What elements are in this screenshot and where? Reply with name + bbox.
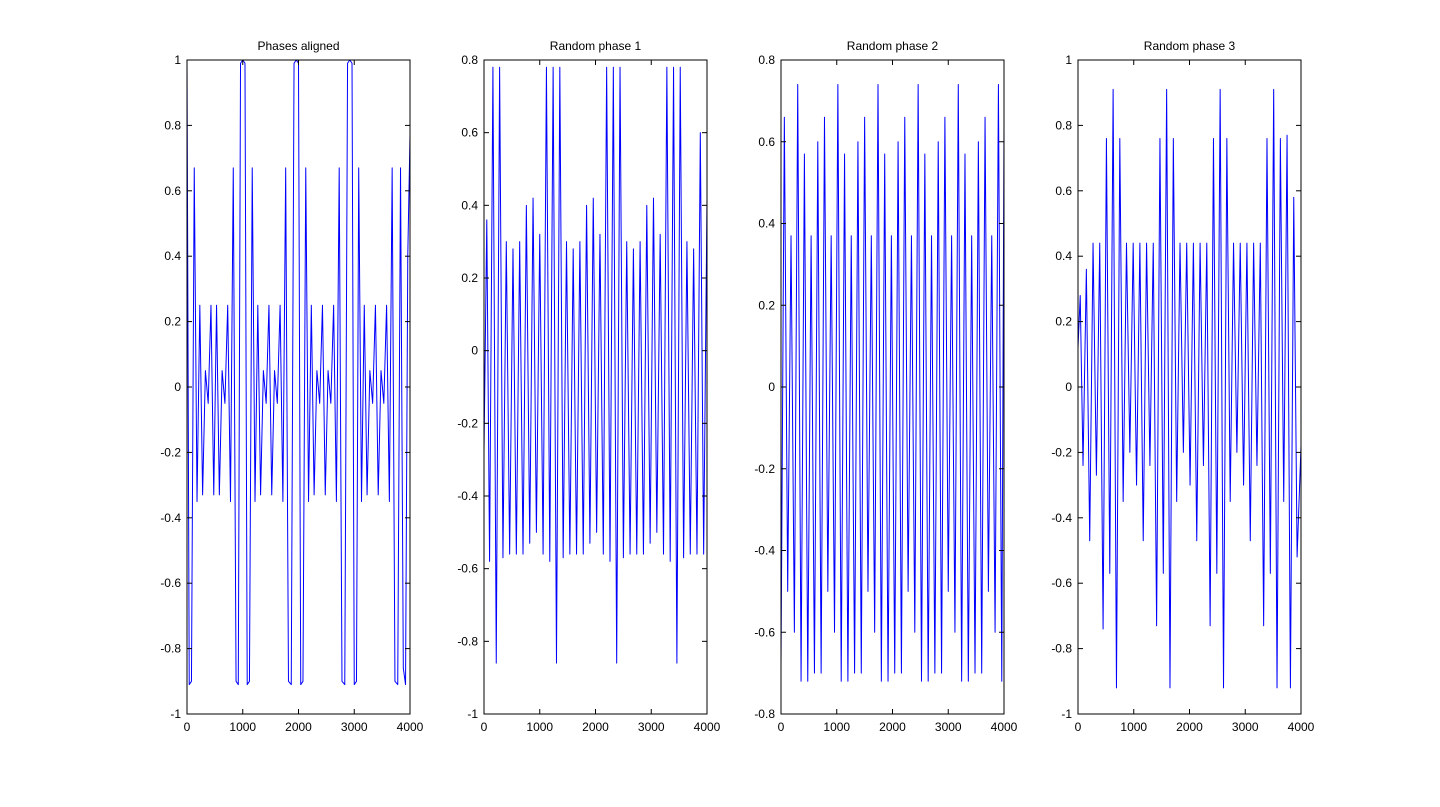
y-tick-label: -0.6: [457, 562, 478, 576]
y-tick-label: 0.6: [758, 135, 775, 149]
x-tick-label: 4000: [991, 720, 1018, 734]
x-tick-label: 2000: [582, 720, 609, 734]
chart-title: Random phase 3: [1144, 39, 1236, 53]
y-tick-label: 0: [174, 380, 181, 394]
x-tick-label: 4000: [397, 720, 424, 734]
x-tick-label: 1000: [1120, 720, 1147, 734]
y-tick-label: 0.4: [758, 217, 775, 231]
y-tick-label: 0.2: [758, 298, 775, 312]
x-tick-label: 1000: [823, 720, 850, 734]
chart-title: Random phase 2: [847, 39, 939, 53]
y-tick-label: 0.2: [461, 271, 478, 285]
y-tick-label: -0.8: [457, 634, 478, 648]
chart-title: Random phase 1: [550, 39, 642, 53]
y-tick-label: 0: [768, 380, 775, 394]
subplot-3: 0 1000 2000 3000 4000 -0.8 -0.6 -0.4 -0.2 0 0.2 0.4…: [754, 39, 1017, 734]
y-tick-label: -0.6: [1051, 576, 1072, 590]
x-tick-label: 3000: [935, 720, 962, 734]
y-tick-label: 0.6: [164, 184, 181, 198]
y-tick-label: -0.8: [1051, 642, 1072, 656]
y-tick-label: -0.4: [1051, 511, 1072, 525]
y-tick-label: -0.6: [754, 625, 775, 639]
y-tick-label: 0.6: [461, 126, 478, 140]
x-tick-label: 3000: [1232, 720, 1259, 734]
y-tick-label: 0.4: [461, 198, 478, 212]
chart-title: Phases aligned: [257, 39, 339, 53]
y-tick-label: 1: [174, 53, 181, 67]
y-tick-label: -0.2: [754, 462, 775, 476]
series-line: [1077, 88, 1302, 689]
series-line: [483, 66, 708, 664]
x-tick-label: 4000: [1288, 720, 1315, 734]
x-tick-label: 2000: [285, 720, 312, 734]
y-tick-label: 0.6: [1055, 184, 1072, 198]
y-tick-label: -0.6: [160, 576, 181, 590]
y-tick-label: -0.4: [160, 511, 181, 525]
x-tick-label: 0: [481, 720, 488, 734]
x-tick-label: 0: [1075, 720, 1082, 734]
x-tick-label: 3000: [341, 720, 368, 734]
subplot-4: 0 1000 2000 3000 4000 -1 -0.8 -0.6 -0.4 -0.2 0 0.2 0…: [1051, 39, 1314, 734]
y-tick-label: 0: [1065, 380, 1072, 394]
y-tick-label: -0.8: [754, 707, 775, 721]
x-tick-label: 0: [778, 720, 785, 734]
y-tick-label: -0.8: [160, 642, 181, 656]
x-tick-label: 2000: [879, 720, 906, 734]
x-tick-label: 4000: [694, 720, 721, 734]
y-tick-label: 0.2: [164, 315, 181, 329]
series-line: [780, 84, 1005, 682]
y-tick-label: 0.8: [164, 118, 181, 132]
subplot-2: 0 1000 2000 3000 4000 -1 -0.8 -0.6 -0.4 -0.2 0 0.2 0…: [457, 39, 720, 734]
y-tick-label: 0.4: [1055, 249, 1072, 263]
y-tick-label: -0.2: [457, 416, 478, 430]
y-tick-label: -0.4: [457, 489, 478, 503]
y-tick-label: 0.8: [758, 53, 775, 67]
y-tick-label: 0.8: [1055, 118, 1072, 132]
x-tick-label: 2000: [1176, 720, 1203, 734]
y-tick-label: -1: [1061, 707, 1072, 721]
y-tick-label: 0.8: [461, 53, 478, 67]
x-tick-label: 1000: [229, 720, 256, 734]
x-tick-label: 3000: [638, 720, 665, 734]
y-tick-label: 0: [471, 344, 478, 358]
y-tick-label: -0.2: [1051, 445, 1072, 459]
y-tick-label: -0.2: [160, 445, 181, 459]
y-tick-label: 0.2: [1055, 315, 1072, 329]
y-tick-label: 0.4: [164, 249, 181, 263]
y-tick-label: -0.4: [754, 544, 775, 558]
series-line: [186, 59, 411, 686]
subplot-1: 0 1000 2000 3000 4000 -1 -0.8 -0.6 -0.4 -0.2 0 0.2 0…: [160, 39, 423, 734]
y-tick-label: 1: [1065, 53, 1072, 67]
y-tick-label: -1: [170, 707, 181, 721]
y-tick-label: -1: [467, 707, 478, 721]
x-tick-label: 0: [184, 720, 191, 734]
x-tick-label: 1000: [526, 720, 553, 734]
